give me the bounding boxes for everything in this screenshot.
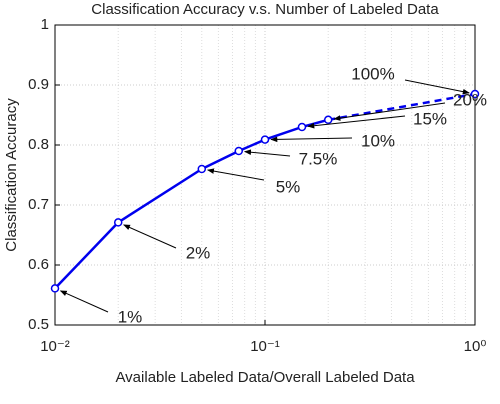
data-point (323, 115, 333, 125)
data-point (113, 218, 123, 227)
x-tick-label: 10⁻¹ (250, 338, 280, 355)
point-label: 20% (453, 90, 487, 109)
y-tick-label: 0.7 (28, 196, 49, 213)
line-segment (301, 118, 329, 129)
annotation-arrow (307, 115, 406, 129)
line-segment (327, 92, 476, 122)
y-tick-label: 0.8 (28, 136, 49, 153)
annotation-arrow (244, 149, 291, 157)
y-tick-label: 0.6 (28, 256, 49, 273)
point-label: 15% (413, 109, 447, 128)
x-tick-label: 10⁰ (464, 338, 487, 355)
line-segment (117, 167, 203, 224)
annotation-arrow (333, 102, 446, 121)
chart-title: Classification Accuracy v.s. Number of L… (91, 1, 439, 18)
annotation-arrow (123, 224, 177, 249)
data-point (470, 89, 480, 99)
x-axis-label: Available Labeled Data/Overall Labeled D… (115, 369, 415, 386)
data-point (297, 122, 307, 132)
plot-frame (54, 24, 476, 326)
x-tick-label: 10⁻² (40, 338, 70, 355)
data-point (234, 146, 244, 156)
line-segment (238, 138, 266, 153)
annotation-arrow (404, 79, 470, 95)
point-label: 100% (351, 64, 394, 83)
line-segment (264, 125, 303, 141)
data-point (197, 164, 207, 174)
line-segment (54, 221, 120, 290)
data-point (50, 284, 60, 293)
y-tick-label: 0.5 (28, 316, 49, 333)
point-label: 7.5% (299, 149, 338, 168)
point-label: 1% (118, 307, 143, 326)
line-segment (201, 149, 240, 171)
y-tick-label: 1 (41, 16, 49, 33)
annotation-arrow (207, 168, 265, 181)
point-label: 10% (361, 131, 395, 150)
annotation-arrow (270, 136, 353, 143)
y-axis-label: Classification Accuracy (3, 98, 20, 252)
point-label: 2% (186, 243, 211, 262)
y-tick-label: 0.9 (28, 76, 49, 93)
annotation-arrow (59, 290, 109, 313)
point-label: 5% (276, 177, 301, 196)
data-point (260, 135, 270, 144)
